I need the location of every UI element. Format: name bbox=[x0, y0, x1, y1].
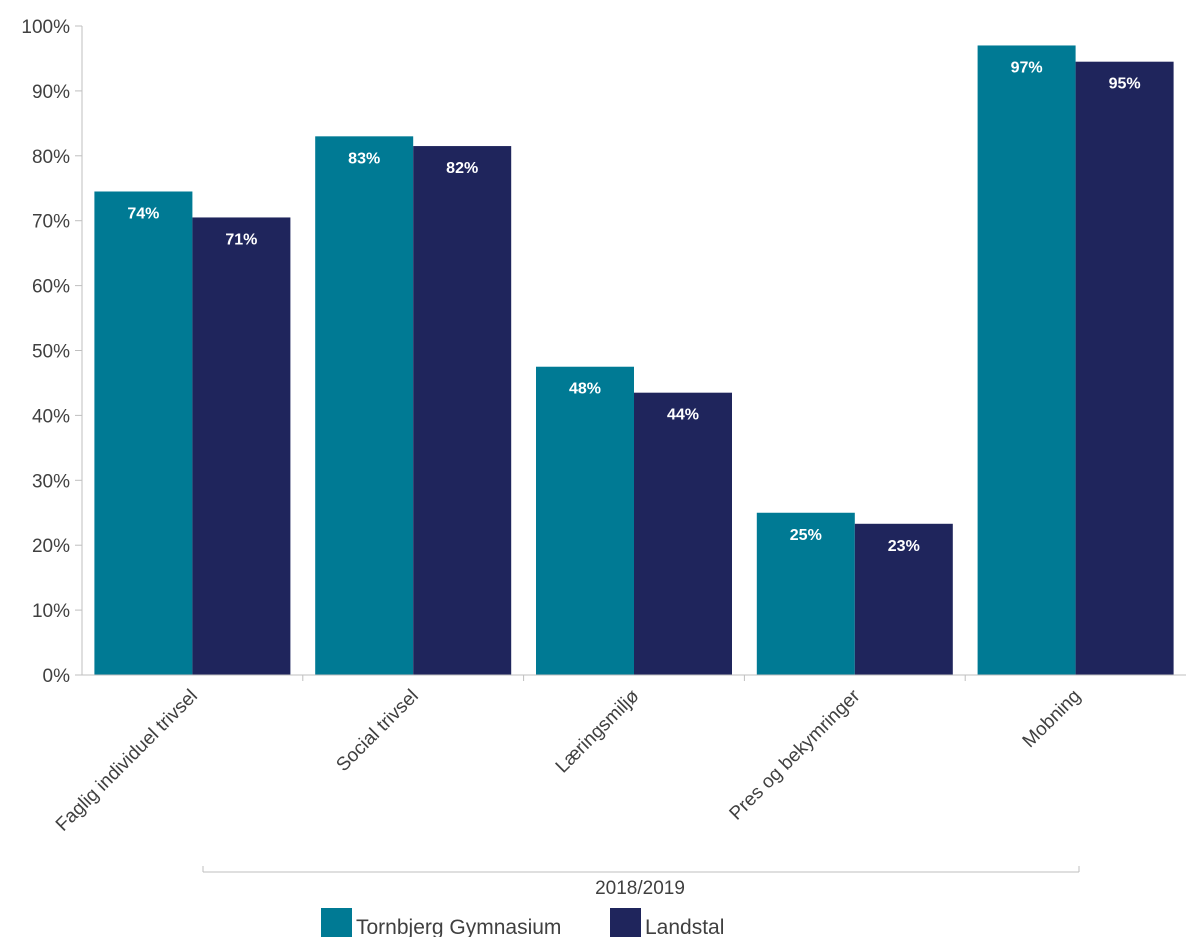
y-tick-label: 30% bbox=[32, 471, 70, 492]
group-label: 2018/2019 bbox=[595, 878, 685, 899]
group-axis: 2018/2019 bbox=[202, 866, 1080, 899]
y-tick-label: 100% bbox=[21, 17, 70, 38]
y-tick-label: 40% bbox=[32, 406, 70, 427]
bar bbox=[315, 136, 414, 675]
y-tick-label: 20% bbox=[32, 536, 70, 557]
bar bbox=[413, 146, 512, 675]
bar bbox=[854, 523, 953, 675]
y-tick-label: 0% bbox=[43, 666, 71, 687]
data-label: 48% bbox=[569, 381, 601, 398]
legend-label: Tornbjerg Gymnasium bbox=[356, 916, 561, 937]
bars bbox=[94, 45, 1174, 676]
data-label: 95% bbox=[1109, 76, 1141, 93]
data-label: 23% bbox=[888, 538, 920, 555]
x-category-label: Læringsmiljø bbox=[552, 685, 644, 777]
bar bbox=[536, 366, 634, 675]
data-label: 25% bbox=[790, 527, 822, 544]
y-axis: 0% 10% 20% 30% 40% 50% 60% 70% 80% 90% 100% bbox=[21, 17, 83, 687]
x-category-label: Mobning bbox=[1019, 686, 1085, 752]
legend-swatch bbox=[610, 908, 641, 937]
legend: Tornbjerg Gymnasium Landstal bbox=[321, 908, 724, 939]
data-label: 83% bbox=[348, 150, 380, 167]
bar bbox=[192, 217, 291, 675]
x-category-label: Pres og bekymringer bbox=[726, 685, 865, 824]
y-tick-label: 60% bbox=[32, 277, 70, 298]
y-tick-label: 10% bbox=[32, 601, 70, 622]
legend-label: Landstal bbox=[645, 916, 724, 937]
bar bbox=[94, 191, 193, 675]
y-tick-label: 80% bbox=[32, 147, 70, 168]
bar bbox=[1075, 61, 1174, 675]
data-label: 71% bbox=[225, 231, 257, 248]
data-labels: 74% 71% 83% 82% 48% 44% 25% 23% 97% 95% bbox=[127, 59, 1140, 554]
x-category-label: Social trivsel bbox=[332, 686, 422, 776]
data-label: 97% bbox=[1011, 59, 1043, 76]
y-tick-label: 70% bbox=[32, 212, 70, 233]
legend-swatch bbox=[321, 908, 352, 937]
bar bbox=[977, 45, 1076, 676]
x-axis: Faglig individuel trivsel Social trivsel L… bbox=[52, 674, 1186, 836]
x-category-label: Faglig individuel trivsel bbox=[52, 686, 202, 836]
bar bbox=[634, 392, 732, 675]
data-label: 44% bbox=[667, 407, 699, 424]
bar bbox=[756, 512, 855, 675]
y-tick-label: 50% bbox=[32, 342, 70, 363]
y-tick-label: 90% bbox=[32, 82, 70, 103]
data-label: 82% bbox=[446, 160, 478, 177]
data-label: 74% bbox=[127, 205, 159, 222]
